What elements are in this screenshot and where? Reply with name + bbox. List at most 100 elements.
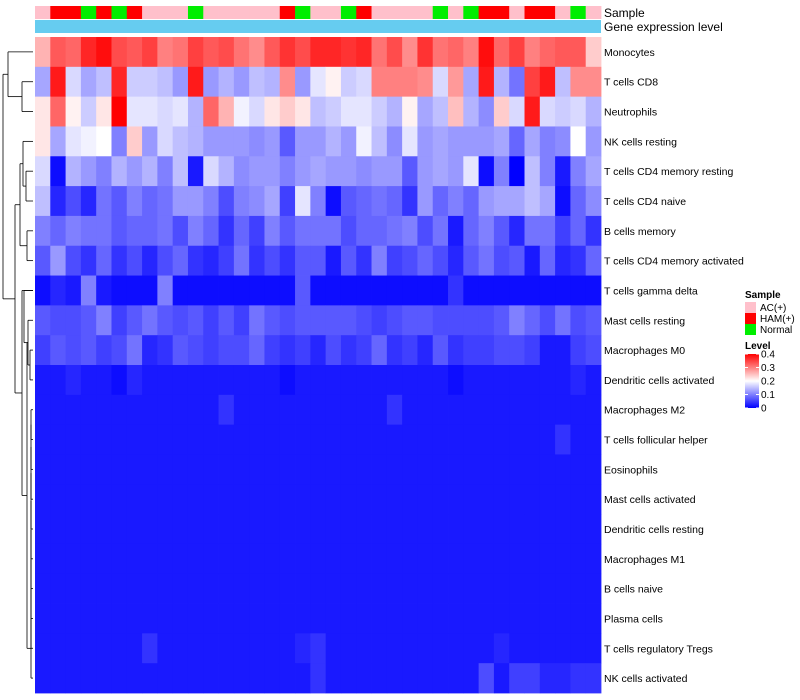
heatmap-cell <box>157 663 174 694</box>
heatmap-cell <box>142 305 158 336</box>
heatmap-cell <box>96 335 112 366</box>
heatmap-cell <box>249 96 265 127</box>
heatmap-cell <box>218 215 235 247</box>
heatmap-cell <box>35 573 51 604</box>
heatmap-cell <box>80 126 97 157</box>
heatmap-cell <box>50 394 66 426</box>
heatmap-cell <box>295 394 311 426</box>
heatmap-cell <box>402 156 418 187</box>
heatmap-cell <box>539 543 556 575</box>
heatmap-cell <box>325 126 342 157</box>
heatmap-cell <box>218 156 235 187</box>
heatmap-cell <box>218 305 235 336</box>
heatmap-cell <box>493 424 510 455</box>
heatmap-cell <box>432 186 449 217</box>
heatmap-cell <box>478 37 495 68</box>
heatmap-cell <box>524 275 541 306</box>
heatmap-cell <box>371 66 388 98</box>
sample-annotation-cell <box>386 6 403 19</box>
heatmap-cell <box>126 514 143 545</box>
heatmap-cell <box>187 305 204 336</box>
heatmap-cell <box>142 66 158 98</box>
heatmap-cell <box>340 514 357 545</box>
heatmap-cell <box>203 514 219 545</box>
heatmap-cell <box>432 156 449 187</box>
heatmap-cell <box>463 603 480 634</box>
heatmap-cell <box>111 484 128 515</box>
heatmap-cell <box>478 96 495 127</box>
heatmap-cell <box>203 365 219 396</box>
heatmap-cell <box>417 365 434 396</box>
heatmap-cell <box>524 335 541 366</box>
heatmap-cell <box>463 633 480 664</box>
heatmap-cell <box>249 305 265 336</box>
heatmap-cell <box>509 66 525 98</box>
heatmap-cell <box>432 543 449 575</box>
heatmap-cell <box>356 365 372 396</box>
heatmap-cell <box>96 186 112 217</box>
heatmap-cell <box>417 66 434 98</box>
heatmap-cell <box>509 37 525 68</box>
heatmap-cell <box>371 663 388 694</box>
heatmap-cell <box>585 394 602 426</box>
heatmap-cell <box>279 663 296 694</box>
heatmap-cell <box>233 245 250 276</box>
heatmap-cell <box>432 126 449 157</box>
heatmap-cell <box>65 394 82 426</box>
heatmap-cell <box>249 275 265 306</box>
sample-annotation-cell <box>172 6 189 19</box>
heatmap-cell <box>126 215 143 247</box>
heatmap-cell <box>325 245 342 276</box>
heatmap-cell <box>386 335 403 366</box>
heatmap-cell <box>111 603 128 634</box>
heatmap-cell <box>50 454 66 485</box>
sample-annotation-cell <box>80 6 97 19</box>
heatmap-cell <box>402 394 418 426</box>
heatmap-cell <box>35 454 51 485</box>
heatmap-cell <box>157 543 174 575</box>
heatmap-cell <box>509 633 525 664</box>
heatmap-cell <box>402 186 418 217</box>
heatmap-cell <box>325 365 342 396</box>
heatmap-cell <box>295 424 311 455</box>
heatmap-cell <box>264 663 281 694</box>
heatmap-cell <box>371 394 388 426</box>
heatmap-cell <box>203 275 219 306</box>
heatmap-cell <box>539 215 556 247</box>
level-colorbar <box>745 354 759 408</box>
heatmap-cell <box>448 186 464 217</box>
heatmap-cell <box>264 37 281 68</box>
heatmap-cell <box>187 424 204 455</box>
heatmap-cell <box>96 573 112 604</box>
row-label: Mast cells resting <box>604 315 685 327</box>
heatmap-cell <box>539 603 556 634</box>
heatmap-cell <box>493 126 510 157</box>
heatmap-cell <box>493 394 510 426</box>
heatmap-cell <box>142 394 158 426</box>
heatmap-cell <box>249 484 265 515</box>
heatmap-cell <box>218 514 235 545</box>
row-label: Dendritic cells resting <box>604 524 704 536</box>
heatmap-cell <box>157 126 174 157</box>
heatmap-cell <box>417 663 434 694</box>
heatmap-cell <box>80 186 97 217</box>
heatmap-cell <box>570 514 587 545</box>
heatmap-cell <box>539 424 556 455</box>
heatmap-cell <box>218 66 235 98</box>
heatmap-cell <box>493 37 510 68</box>
heatmap-cell <box>80 335 97 366</box>
heatmap-cell <box>96 245 112 276</box>
heatmap-cell <box>478 514 495 545</box>
heatmap-cell <box>340 603 357 634</box>
heatmap-cell <box>402 215 418 247</box>
heatmap-cell <box>539 663 556 694</box>
sample-annotation-cell <box>509 6 525 19</box>
heatmap-cell <box>249 186 265 217</box>
heatmap-cell <box>264 215 281 247</box>
heatmap-cell <box>264 66 281 98</box>
heatmap-cell <box>402 335 418 366</box>
heatmap-cell <box>555 96 571 127</box>
heatmap-cell <box>111 454 128 485</box>
heatmap-cell <box>187 573 204 604</box>
heatmap-cell <box>80 663 97 694</box>
